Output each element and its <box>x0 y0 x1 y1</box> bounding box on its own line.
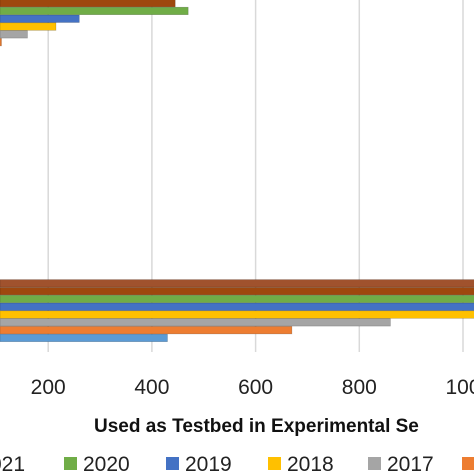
legend-label: 021 <box>0 453 25 474</box>
legend-swatch <box>462 457 474 470</box>
bar <box>0 326 293 335</box>
legend-label: 2020 <box>83 453 130 474</box>
legend-swatch <box>166 457 179 470</box>
bar <box>0 0 176 8</box>
bar <box>0 30 28 39</box>
bar <box>0 318 391 327</box>
legend: 021 2020 2019 2018 2017 <box>0 453 474 474</box>
x-tick-label: 600 <box>238 376 273 399</box>
x-tick-labels: 200 400 600 800 100 <box>31 376 474 399</box>
bar <box>0 279 474 288</box>
bar <box>0 333 168 343</box>
legend-label: 2017 <box>387 453 434 474</box>
x-tick-label: 400 <box>134 376 169 399</box>
legend-swatch <box>268 457 281 470</box>
x-tick-label: 800 <box>342 376 377 399</box>
bar <box>0 287 474 296</box>
x-tick-label: 100 <box>445 376 474 399</box>
legend-swatch <box>64 457 77 470</box>
x-axis-title: Used as Testbed in Experimental Se <box>94 416 419 437</box>
bar <box>0 302 474 311</box>
legend-label: 2018 <box>287 453 334 474</box>
legend-swatch <box>368 457 381 470</box>
bar <box>0 294 474 304</box>
bars <box>0 0 474 343</box>
bar <box>0 14 80 23</box>
bar <box>0 38 2 47</box>
legend-label: 2019 <box>185 453 232 474</box>
bar <box>0 310 474 319</box>
bar <box>0 22 57 31</box>
bar <box>0 6 189 15</box>
x-tick-label: 200 <box>31 376 66 399</box>
